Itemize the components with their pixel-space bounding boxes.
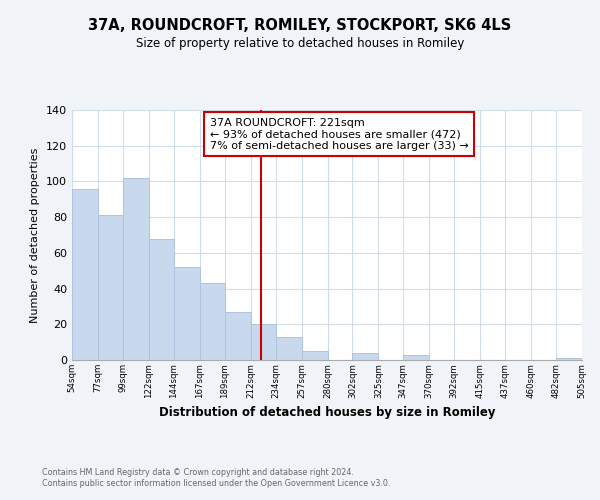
Bar: [556, 358, 582, 360]
Bar: [275, 337, 302, 360]
Bar: [149, 238, 174, 360]
Bar: [72, 188, 98, 360]
Bar: [224, 312, 251, 360]
Bar: [174, 267, 200, 360]
Text: 37A ROUNDCROFT: 221sqm
← 93% of detached houses are smaller (472)
7% of semi-det: 37A ROUNDCROFT: 221sqm ← 93% of detached…: [210, 118, 469, 150]
Text: Contains HM Land Registry data © Crown copyright and database right 2024.
Contai: Contains HM Land Registry data © Crown c…: [42, 468, 391, 487]
Bar: [200, 283, 224, 360]
X-axis label: Distribution of detached houses by size in Romiley: Distribution of detached houses by size …: [159, 406, 495, 419]
Bar: [98, 216, 123, 360]
Bar: [403, 354, 430, 360]
Text: Size of property relative to detached houses in Romiley: Size of property relative to detached ho…: [136, 38, 464, 51]
Bar: [302, 351, 328, 360]
Y-axis label: Number of detached properties: Number of detached properties: [31, 148, 40, 322]
Bar: [251, 324, 275, 360]
Text: 37A, ROUNDCROFT, ROMILEY, STOCKPORT, SK6 4LS: 37A, ROUNDCROFT, ROMILEY, STOCKPORT, SK6…: [88, 18, 512, 32]
Bar: [123, 178, 149, 360]
Bar: [352, 353, 379, 360]
